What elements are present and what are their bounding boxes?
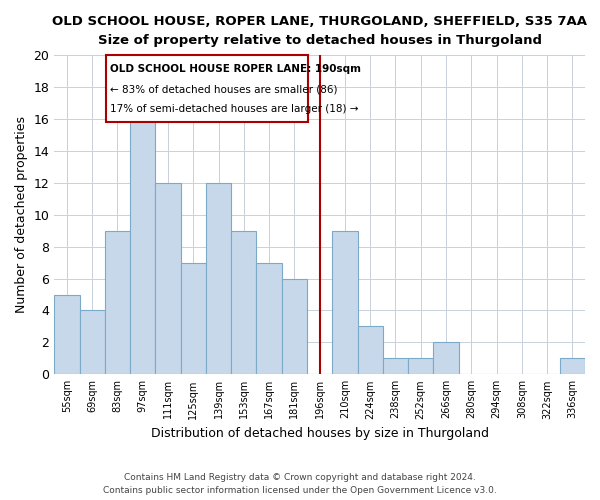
Text: OLD SCHOOL HOUSE ROPER LANE: 190sqm: OLD SCHOOL HOUSE ROPER LANE: 190sqm bbox=[110, 64, 361, 74]
Bar bbox=[206, 183, 231, 374]
Bar bbox=[408, 358, 433, 374]
Title: OLD SCHOOL HOUSE, ROPER LANE, THURGOLAND, SHEFFIELD, S35 7AA
Size of property re: OLD SCHOOL HOUSE, ROPER LANE, THURGOLAND… bbox=[52, 15, 587, 47]
Bar bbox=[282, 278, 307, 374]
Text: Contains HM Land Registry data © Crown copyright and database right 2024.
Contai: Contains HM Land Registry data © Crown c… bbox=[103, 474, 497, 495]
Y-axis label: Number of detached properties: Number of detached properties bbox=[15, 116, 28, 313]
Bar bbox=[383, 358, 408, 374]
Bar bbox=[231, 230, 256, 374]
X-axis label: Distribution of detached houses by size in Thurgoland: Distribution of detached houses by size … bbox=[151, 427, 488, 440]
Bar bbox=[80, 310, 105, 374]
Text: 17% of semi-detached houses are larger (18) →: 17% of semi-detached houses are larger (… bbox=[110, 104, 358, 115]
Bar bbox=[332, 230, 358, 374]
Bar bbox=[130, 119, 155, 374]
Bar bbox=[155, 183, 181, 374]
Bar bbox=[358, 326, 383, 374]
Bar bbox=[54, 294, 80, 374]
Bar bbox=[560, 358, 585, 374]
Bar bbox=[433, 342, 458, 374]
Bar bbox=[181, 262, 206, 374]
Bar bbox=[105, 230, 130, 374]
Text: ← 83% of detached houses are smaller (86): ← 83% of detached houses are smaller (86… bbox=[110, 84, 337, 94]
Bar bbox=[256, 262, 282, 374]
FancyBboxPatch shape bbox=[106, 55, 308, 122]
